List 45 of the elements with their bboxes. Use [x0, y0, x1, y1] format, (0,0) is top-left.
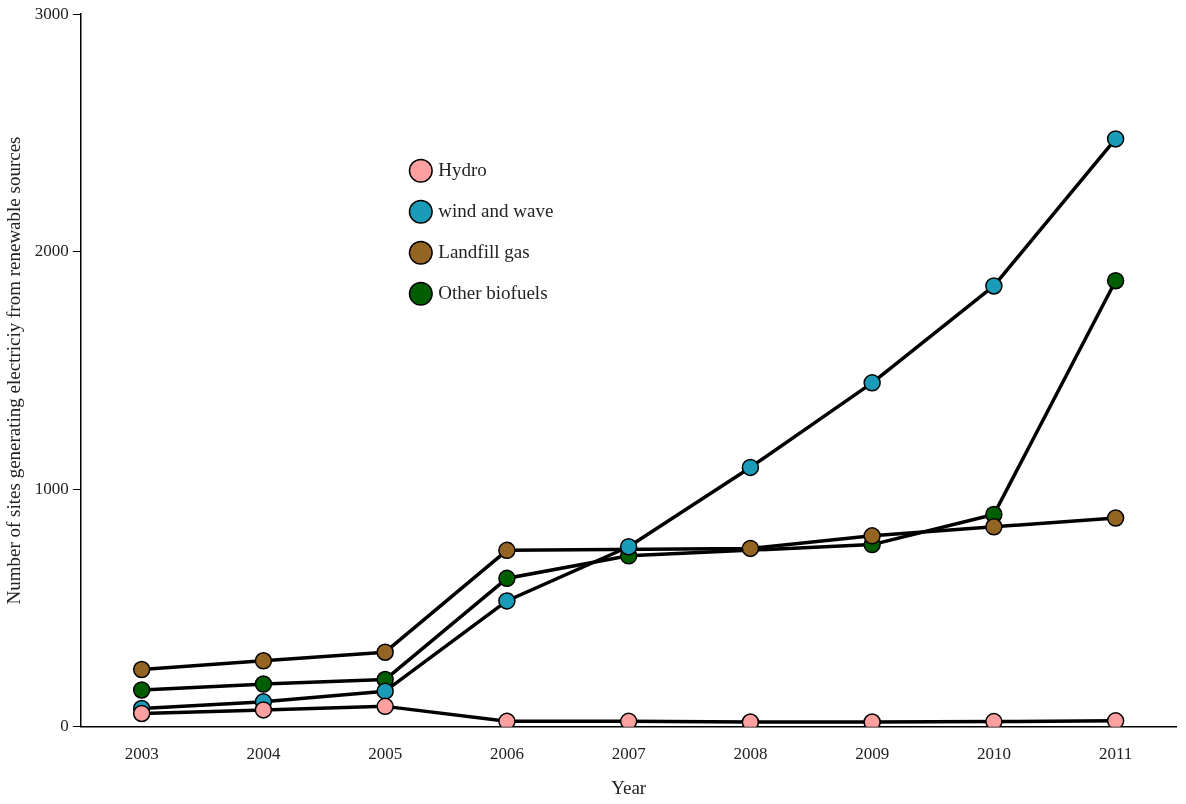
- y-tick-label: 3000: [34, 3, 69, 23]
- x-tick-label: 2009: [855, 744, 890, 764]
- legend-label: wind and wave: [438, 199, 554, 221]
- x-tick-label: 2006: [489, 744, 524, 764]
- point: [376, 682, 394, 700]
- point: [985, 277, 1003, 295]
- point: [1106, 509, 1125, 527]
- point: [985, 518, 1003, 536]
- point: [1106, 130, 1125, 148]
- point: [254, 675, 273, 693]
- point: [498, 712, 516, 727]
- legend-label: Landfill gas: [438, 240, 530, 262]
- point: [498, 569, 516, 588]
- point: [741, 539, 760, 558]
- point: [1106, 712, 1125, 727]
- point: [863, 374, 881, 392]
- point: [498, 541, 516, 560]
- point: [985, 712, 1003, 727]
- point: [619, 538, 638, 556]
- point: [254, 701, 273, 719]
- x-tick-label: 2007: [611, 744, 647, 764]
- point: [376, 697, 394, 716]
- point: [619, 712, 638, 727]
- x-tick-label: 2003: [124, 744, 159, 764]
- y-tick-label: 2000: [34, 241, 69, 261]
- point: [132, 704, 151, 723]
- x-axis-title: Year: [611, 776, 647, 798]
- point: [741, 458, 760, 477]
- y-axis-title: Number of sites generating electriciy from renewable sources: [3, 136, 25, 605]
- x-tick-label: 2008: [733, 744, 768, 764]
- point: [132, 681, 151, 699]
- point: [254, 652, 273, 670]
- point: [132, 660, 151, 679]
- point: [376, 643, 394, 661]
- y-tick-label: 1000: [34, 478, 69, 498]
- x-tick-label: 2011: [1098, 744, 1133, 764]
- legend-label: Hydro: [438, 158, 487, 180]
- point: [1106, 271, 1125, 290]
- point: [498, 592, 516, 610]
- x-tick-label: 2004: [246, 744, 281, 764]
- x-tick-label: 2005: [368, 744, 403, 764]
- point: [863, 527, 881, 545]
- x-tick-label: 2010: [976, 744, 1011, 764]
- legend-label: Other biofuels: [438, 281, 548, 303]
- y-tick-label: 0: [60, 716, 69, 736]
